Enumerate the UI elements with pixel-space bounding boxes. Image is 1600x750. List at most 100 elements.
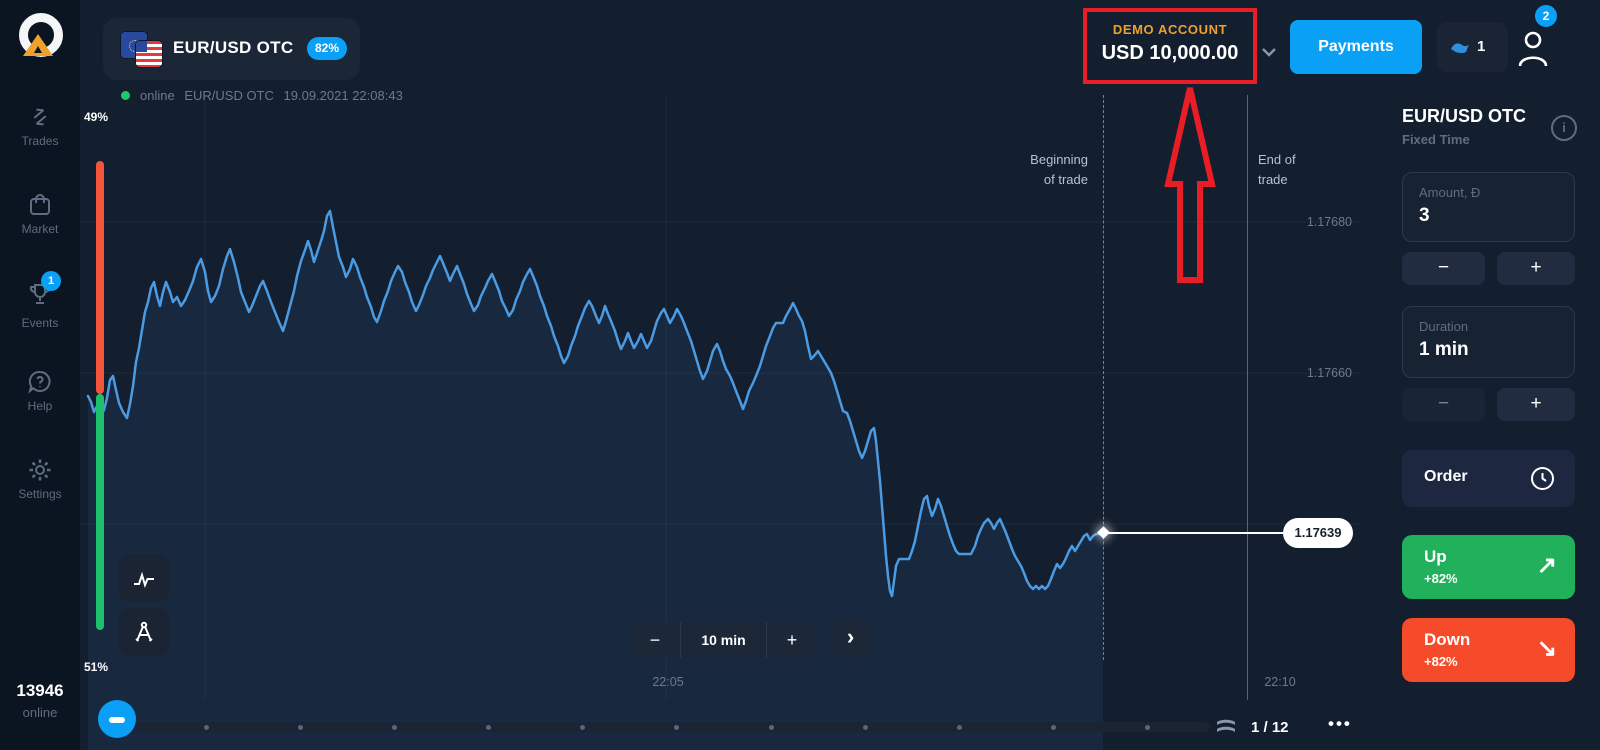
sidebar-item-events[interactable]: 1 Events: [0, 271, 80, 330]
status-state: online: [140, 88, 175, 103]
pair-name: EUR/USD OTC: [173, 38, 294, 57]
chart-page-active-button[interactable]: [98, 700, 136, 738]
trade-begin-line: [1103, 95, 1104, 660]
profile-button[interactable]: 2: [1508, 2, 1560, 74]
payout-badge: 82%: [307, 37, 347, 60]
sidebar-item-settings[interactable]: Settings: [0, 457, 80, 501]
order-button[interactable]: Order: [1402, 450, 1575, 507]
settings-icon: [29, 459, 51, 481]
info-icon[interactable]: i: [1551, 115, 1577, 141]
sidebar-item-label: Trades: [21, 134, 59, 148]
duration-minus-button[interactable]: −: [1402, 388, 1485, 421]
amount-plus-button[interactable]: +: [1497, 252, 1575, 285]
page-indicator: 1 / 12: [1251, 719, 1289, 736]
time-zoom-control: − 10 min +: [630, 622, 817, 658]
amount-label: Amount, Đ: [1419, 185, 1481, 200]
status-datetime: 19.09.2021 22:08:43: [283, 88, 403, 103]
up-button[interactable]: Up +82% ↗: [1402, 535, 1575, 599]
page-dot[interactable]: [674, 724, 680, 730]
time-window-value[interactable]: 10 min: [680, 622, 767, 658]
person-icon: [1518, 31, 1548, 67]
notification-badge: 2: [1532, 2, 1560, 30]
page-dot[interactable]: [768, 724, 774, 730]
more-menu-button[interactable]: •••: [1328, 714, 1352, 733]
amount-field[interactable]: Amount, Đ 3: [1402, 172, 1575, 242]
sidebar-item-market[interactable]: Market: [0, 192, 80, 236]
sentiment-top-label: 49%: [84, 110, 109, 124]
duration-label: Duration: [1419, 319, 1469, 334]
price-axis-label: 1.17660: [1306, 366, 1352, 380]
up-label: Up: [1424, 547, 1447, 566]
page-dot[interactable]: [204, 724, 209, 730]
current-price-pill: 1.17639: [1283, 518, 1353, 548]
duration-plus-button[interactable]: +: [1497, 388, 1575, 421]
online-count: 13946: [16, 681, 64, 700]
duration-field[interactable]: Duration 1 min: [1402, 306, 1575, 378]
events-badge: 1: [41, 271, 61, 291]
online-label: online: [22, 705, 58, 720]
line-chart-tool-icon: [134, 571, 154, 588]
time-axis-label: 22:05: [652, 675, 684, 689]
annotation-arrow: [1164, 87, 1216, 283]
current-price-marker: [1097, 526, 1110, 539]
amount-value: 3: [1419, 205, 1430, 226]
online-status-dot: [121, 91, 130, 100]
up-arrow-icon: ↗: [1536, 552, 1557, 579]
chart-type-button[interactable]: [119, 554, 169, 602]
sidebar-item-label: Settings: [18, 487, 62, 501]
sidebar-item-label: Market: [21, 222, 59, 236]
page-dot[interactable]: [956, 724, 962, 730]
us-flag-icon: [135, 40, 163, 68]
down-arrow-icon: ↘: [1536, 635, 1557, 662]
sidebar-item-help[interactable]: Help: [0, 369, 80, 413]
duration-value: 1 min: [1419, 339, 1469, 360]
payments-button[interactable]: Payments: [1290, 20, 1422, 74]
collapse-icon: [109, 717, 125, 723]
chevron-down-icon[interactable]: [1262, 44, 1276, 62]
page-dot[interactable]: [1050, 724, 1056, 730]
page-dot[interactable]: [298, 724, 304, 730]
bonus-icon: [1451, 43, 1469, 54]
drawing-tools-button[interactable]: [119, 608, 169, 656]
order-label: Order: [1424, 468, 1468, 485]
down-button[interactable]: Down +82% ↘: [1402, 618, 1575, 682]
down-label: Down: [1424, 630, 1471, 649]
sidebar-item-trades[interactable]: Trades: [0, 104, 80, 148]
page-dot[interactable]: [392, 724, 398, 730]
page-dot[interactable]: [486, 724, 492, 730]
price-axis-label: 1.17680: [1306, 215, 1352, 229]
current-price-line: [1103, 532, 1283, 534]
help-icon: [28, 370, 51, 394]
app-logo[interactable]: [16, 12, 64, 60]
pages-icon[interactable]: [1215, 716, 1237, 741]
clock-icon: [1531, 467, 1554, 490]
amount-minus-button[interactable]: −: [1402, 252, 1485, 285]
begin-of-trade-label: Beginning of trade: [1030, 152, 1088, 187]
up-payout: +82%: [1424, 571, 1458, 586]
time-axis-label: 22:10: [1264, 675, 1296, 689]
zoom-in-button[interactable]: +: [786, 630, 798, 650]
page-dot[interactable]: [862, 724, 868, 730]
pair-selector[interactable]: EUR/USD OTC 82%: [103, 18, 360, 80]
end-of-trade-label: End of trade: [1258, 152, 1296, 187]
sidebar-item-label: Help: [27, 399, 53, 413]
chart-pages-track[interactable]: [134, 722, 1210, 732]
bonus-counter[interactable]: 1: [1437, 22, 1508, 72]
panel-trade-mode: Fixed Time: [1402, 132, 1470, 147]
down-payout: +82%: [1424, 654, 1458, 669]
jump-to-now-button[interactable]: ›: [832, 620, 869, 658]
logo-triangle-icon: [23, 34, 53, 56]
sidebar: Trades Market 1 Events: [0, 0, 80, 750]
drawing-tool-icon: [135, 621, 153, 642]
zoom-out-button[interactable]: −: [649, 630, 661, 650]
account-switcher[interactable]: DEMO ACCOUNT USD 10,000.00: [1083, 8, 1257, 84]
status-pair: EUR/USD OTC: [184, 88, 274, 103]
online-counter: 13946 online: [0, 681, 80, 720]
page-dot[interactable]: [580, 724, 586, 730]
market-icon: [30, 194, 50, 215]
bonus-count: 1: [1477, 38, 1486, 55]
account-type-label: DEMO ACCOUNT: [1112, 22, 1228, 37]
sidebar-item-label: Events: [21, 316, 59, 330]
trade-end-line: [1247, 95, 1248, 700]
page-dot[interactable]: [1144, 724, 1150, 730]
